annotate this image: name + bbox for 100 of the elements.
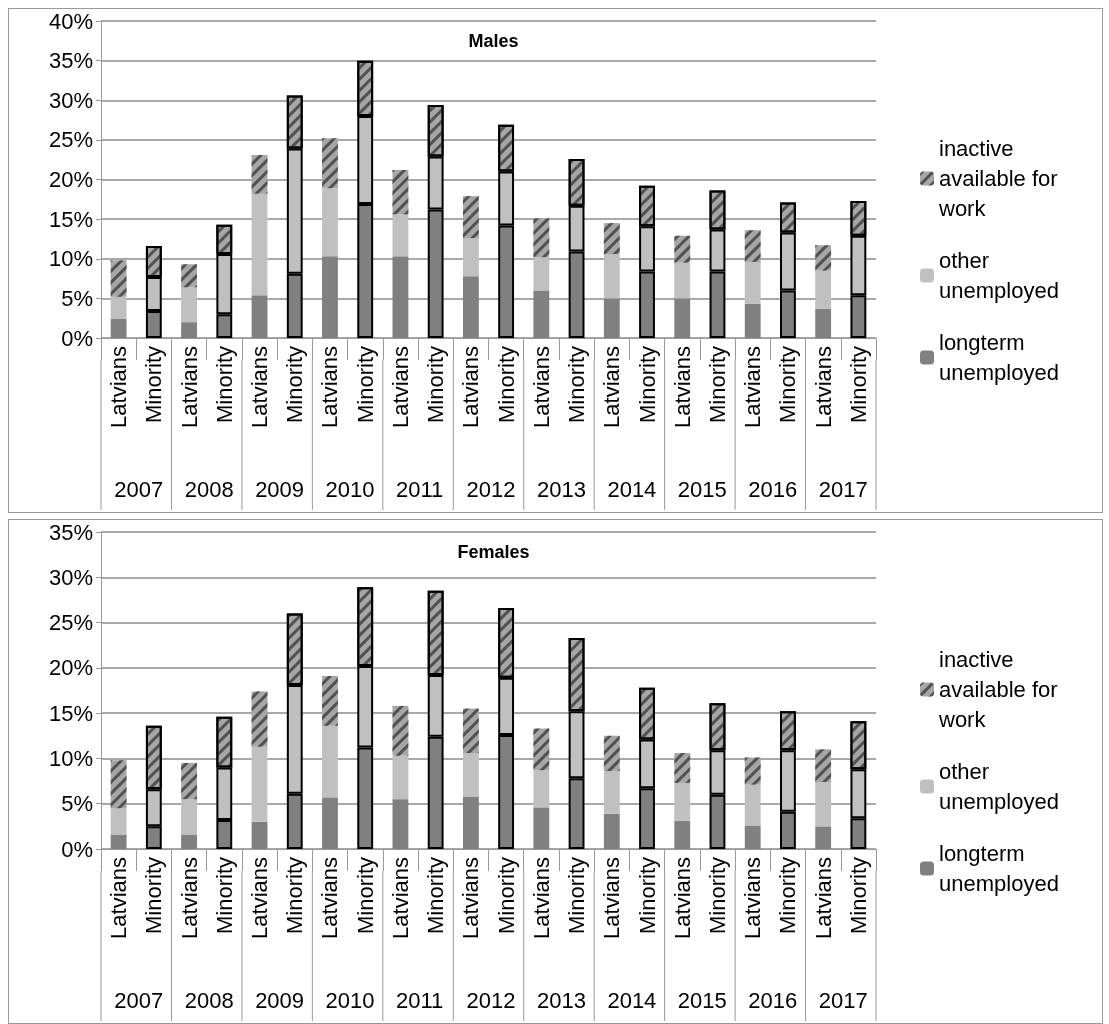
legend-label: inactive available for work <box>938 136 1064 221</box>
y-tick-label: 40% <box>48 8 93 34</box>
bar <box>674 262 691 299</box>
text: 2010 <box>325 987 375 1013</box>
bar <box>322 725 338 798</box>
bar <box>815 270 832 309</box>
bar <box>603 254 620 299</box>
y-tick-label: 30% <box>48 87 93 113</box>
x-tick-label: Minority <box>845 346 871 424</box>
text: 2012 <box>466 476 516 502</box>
legend-label: longterm unemployed <box>939 330 1059 385</box>
text: Males <box>468 31 519 51</box>
text: 2010 <box>325 476 375 502</box>
x-tick-label: Latvians <box>317 346 343 428</box>
legend-label: other unemployed <box>939 759 1059 814</box>
text: 2013 <box>536 476 586 502</box>
x-tick-label: Minority <box>141 346 167 424</box>
legend-label: longterm unemployed <box>939 841 1059 896</box>
x-tick-label: Minority <box>423 857 449 935</box>
x-tick-label: Latvians <box>176 857 202 939</box>
text: 2015 <box>677 987 727 1013</box>
x-tick-label: Latvians <box>176 346 202 428</box>
text: 2016 <box>748 987 798 1013</box>
x-tick-label: Latvians <box>387 346 413 428</box>
x-tick-label: Minority <box>634 346 660 424</box>
y-tick-label: 15% <box>48 206 93 232</box>
x-tick-label: Latvians <box>740 857 766 939</box>
text: 2011 <box>396 476 444 502</box>
bar <box>744 261 761 304</box>
x-tick-label: Minority <box>564 857 590 935</box>
x-tick-label: Minority <box>352 857 378 935</box>
bar <box>815 781 832 827</box>
bar <box>110 296 127 319</box>
y-tick-label: 35% <box>48 48 93 74</box>
text: 2008 <box>184 987 234 1013</box>
text: 2015 <box>677 476 727 502</box>
bar <box>251 193 268 296</box>
bar <box>462 752 479 797</box>
y-tick-label: 20% <box>48 655 93 681</box>
y-tick-label: 35% <box>48 519 93 545</box>
text: Females <box>457 542 530 562</box>
text: 2017 <box>818 476 868 502</box>
x-tick-label: Minority <box>282 857 308 935</box>
x-tick-label: Minority <box>282 346 308 424</box>
x-tick-label: Latvians <box>599 857 625 939</box>
bar <box>533 770 550 808</box>
bar <box>392 755 409 800</box>
bar <box>392 214 409 257</box>
x-tick-label: Minority <box>775 857 801 935</box>
y-tick-label: 20% <box>48 167 93 192</box>
x-tick-label: Minority <box>564 346 590 424</box>
x-tick-label: Latvians <box>106 857 132 939</box>
y-tick-label: 5% <box>61 285 93 311</box>
x-tick-label: Latvians <box>599 346 625 428</box>
text: 2012 <box>466 987 516 1013</box>
bar <box>322 188 338 257</box>
y-tick-label: 0% <box>61 325 93 351</box>
x-tick-label: Latvians <box>669 857 695 939</box>
y-tick-label: 30% <box>48 564 93 590</box>
y-tick-label: 25% <box>48 127 93 153</box>
x-tick-label: Latvians <box>810 346 836 428</box>
x-tick-label: Minority <box>493 857 519 935</box>
text: 2011 <box>396 987 444 1013</box>
text: 2008 <box>184 476 234 502</box>
bar <box>533 257 550 291</box>
bar <box>603 771 620 814</box>
y-tick-label: 25% <box>48 610 93 636</box>
x-tick-label: Minority <box>775 346 801 424</box>
x-tick-label: Minority <box>845 857 871 935</box>
x-tick-label: Latvians <box>810 857 836 939</box>
bar <box>462 238 479 277</box>
text: 2014 <box>607 476 657 502</box>
x-tick-label: Latvians <box>317 857 343 939</box>
x-tick-label: Minority <box>141 857 167 935</box>
x-tick-label: Minority <box>211 857 237 935</box>
x-tick-label: Latvians <box>528 857 554 939</box>
x-tick-label: Latvians <box>106 346 132 428</box>
bar <box>744 784 761 826</box>
x-tick-label: Minority <box>704 857 730 935</box>
text: 2007 <box>114 987 164 1013</box>
text: 2017 <box>818 987 868 1013</box>
x-tick-label: Latvians <box>528 346 554 428</box>
x-tick-label: Minority <box>493 346 519 424</box>
y-tick-label: 5% <box>61 791 93 817</box>
bar <box>251 746 268 822</box>
y-tick-label: 0% <box>61 836 93 862</box>
legend-label: other unemployed <box>939 248 1059 303</box>
bar <box>181 799 197 835</box>
text: 2014 <box>607 987 657 1013</box>
y-tick-label: 10% <box>48 246 93 272</box>
text: 2009 <box>255 476 305 502</box>
x-tick-label: Minority <box>634 857 660 935</box>
bar <box>110 808 127 835</box>
legend-label: inactive available for work <box>938 647 1064 732</box>
x-tick-label: Minority <box>352 346 378 424</box>
x-tick-label: Minority <box>211 346 237 424</box>
bar <box>674 782 691 821</box>
x-tick-label: Latvians <box>387 857 413 939</box>
x-tick-label: Latvians <box>669 346 695 428</box>
x-tick-label: Latvians <box>458 346 484 428</box>
